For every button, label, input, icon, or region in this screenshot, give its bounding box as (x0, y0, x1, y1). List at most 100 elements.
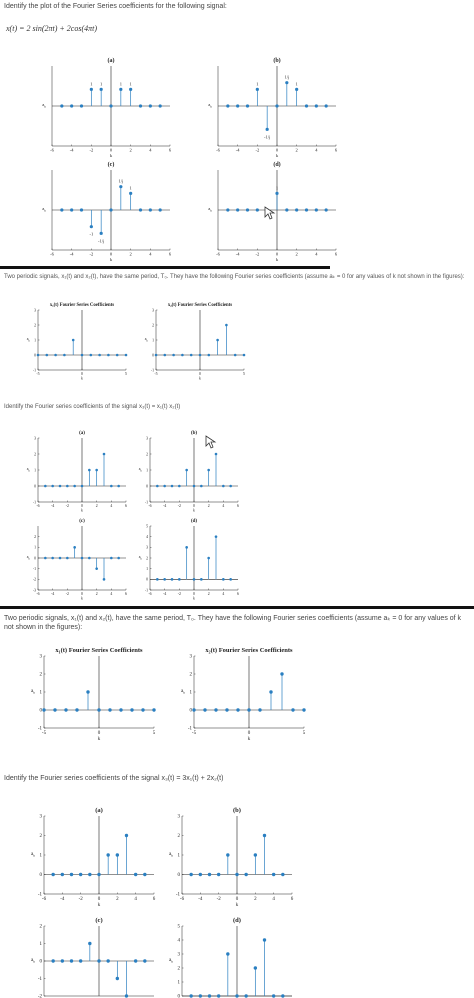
y-tick-label: -1 (38, 893, 43, 898)
stem-marker (115, 853, 120, 857)
y-tick-label: 0 (40, 873, 43, 878)
y-tick-label: 1 (40, 691, 43, 696)
y-tick-label: -1 (33, 368, 36, 372)
x-axis-label: k (98, 737, 101, 742)
plot-title: (d) (191, 519, 197, 524)
y-tick-label: 2 (178, 967, 181, 972)
plot-title: (b) (273, 57, 280, 64)
y-tick-label: 3 (190, 655, 193, 660)
y-tick-label: 2 (152, 323, 154, 327)
stem-marker (265, 127, 269, 131)
y-tick-label: 3 (146, 436, 148, 440)
y-tick-label: 0 (40, 960, 43, 965)
x-axis-label: k (81, 509, 83, 513)
stem-marker (192, 484, 196, 488)
stem-marker (88, 941, 92, 946)
stem-marker (178, 578, 181, 581)
stem-marker (86, 690, 90, 694)
y-tick-label: 1 (146, 567, 148, 571)
stem-marker (302, 708, 306, 712)
plot-s1-b: (b) -6 -4 -2 0 2 4 6 k ak 1 -1/j 1/j 1 (208, 57, 338, 158)
stem-marker (115, 976, 120, 981)
x-tick-label: -4 (198, 897, 203, 902)
x-tick-label: 4 (272, 897, 275, 902)
x-tick-label: 0 (276, 148, 279, 153)
stem-marker (235, 994, 239, 998)
x-tick-label: -6 (36, 504, 39, 508)
y-tick-label: 1 (178, 854, 181, 859)
x-tick-label: -2 (89, 252, 93, 257)
stem-marker (110, 484, 113, 488)
x-tick-label: 6 (335, 148, 338, 153)
plot-title: x₂(t) Fourier Series Coefficients (205, 647, 293, 654)
stem-marker (236, 208, 240, 212)
x-tick-label: 5 (243, 372, 245, 376)
plot-title: (d) (233, 917, 241, 924)
y-tick-label: -2 (33, 578, 36, 582)
x-tick-label: 4 (110, 504, 112, 508)
plot-s3-x1: x₁(t) Fourier Series Coefficients -5 0 5 k -1… (31, 647, 156, 742)
stem-marker (189, 353, 193, 357)
plot-title: (c) (95, 917, 102, 924)
y-tick-label: -1 (151, 368, 154, 372)
stem-marker (78, 959, 83, 963)
x-tick-label: 2 (208, 592, 210, 596)
x-tick-label: -4 (236, 148, 240, 153)
stem-marker (156, 578, 159, 581)
x-tick-label: 5 (303, 731, 306, 736)
value-label: 1 (100, 81, 102, 86)
mouse-cursor-icon (264, 206, 276, 220)
y-axis-label: ak (27, 337, 31, 343)
section-divider-2 (0, 606, 474, 609)
plot-s2-x1: x₁(t) Fourier Series Coefficients -5 0 5 k -1… (27, 303, 128, 381)
x-tick-label: 2 (130, 148, 132, 153)
stem-marker (106, 853, 110, 857)
stem-marker (98, 353, 101, 357)
x-tick-label: 0 (193, 504, 195, 508)
plot-s1-c: (c) -6 -4 -2 0 2 4 6 k ak -1 -1/j 1/j 1 (42, 161, 172, 262)
stem-marker (109, 104, 113, 108)
stem-marker (207, 556, 210, 560)
signal-formula: x(t) = 2 sin(2πt) + 2cos(4πt) (6, 24, 98, 33)
x-tick-label: -2 (66, 504, 69, 508)
x-tick-label: 2 (96, 504, 98, 508)
stem-marker (130, 708, 134, 712)
value-label: 1 (120, 81, 122, 86)
y-tick-label: -1 (33, 567, 36, 571)
x-tick-label: 6 (237, 504, 239, 508)
x-tick-label: -6 (148, 504, 151, 508)
x-tick-label: -6 (50, 148, 54, 153)
stem-marker (189, 994, 193, 998)
x-axis-label: k (236, 903, 239, 908)
x-tick-label: -6 (180, 897, 185, 902)
stem-marker (89, 87, 93, 91)
stem-marker (60, 208, 64, 212)
value-label: -1/j (98, 238, 104, 243)
x-tick-label: -6 (148, 592, 151, 596)
stem-marker (280, 672, 284, 676)
stem-marker (79, 208, 84, 212)
y-tick-label: 5 (146, 524, 148, 528)
stem-marker (58, 484, 62, 488)
value-label: 1 (130, 185, 132, 190)
stem-marker (124, 994, 129, 998)
y-axis-label: ak (139, 555, 143, 561)
stem-marker (198, 872, 203, 877)
stem-marker (36, 353, 40, 357)
x-tick-label: -5 (36, 372, 39, 376)
stem-marker (163, 578, 166, 581)
x-axis-label: k (110, 153, 113, 158)
stem-marker (172, 353, 175, 357)
stem-marker (129, 87, 133, 91)
stem-marker (255, 208, 259, 212)
stem-marker (207, 353, 211, 357)
y-tick-label: 4 (178, 939, 181, 944)
stem-marker (109, 208, 113, 212)
value-label: 1 (256, 81, 258, 86)
stem-marker (216, 872, 221, 877)
stem-marker (324, 208, 328, 212)
y-axis-label: ak (169, 958, 173, 964)
x-tick-label: -2 (178, 504, 181, 508)
x-tick-label: -2 (89, 148, 93, 153)
